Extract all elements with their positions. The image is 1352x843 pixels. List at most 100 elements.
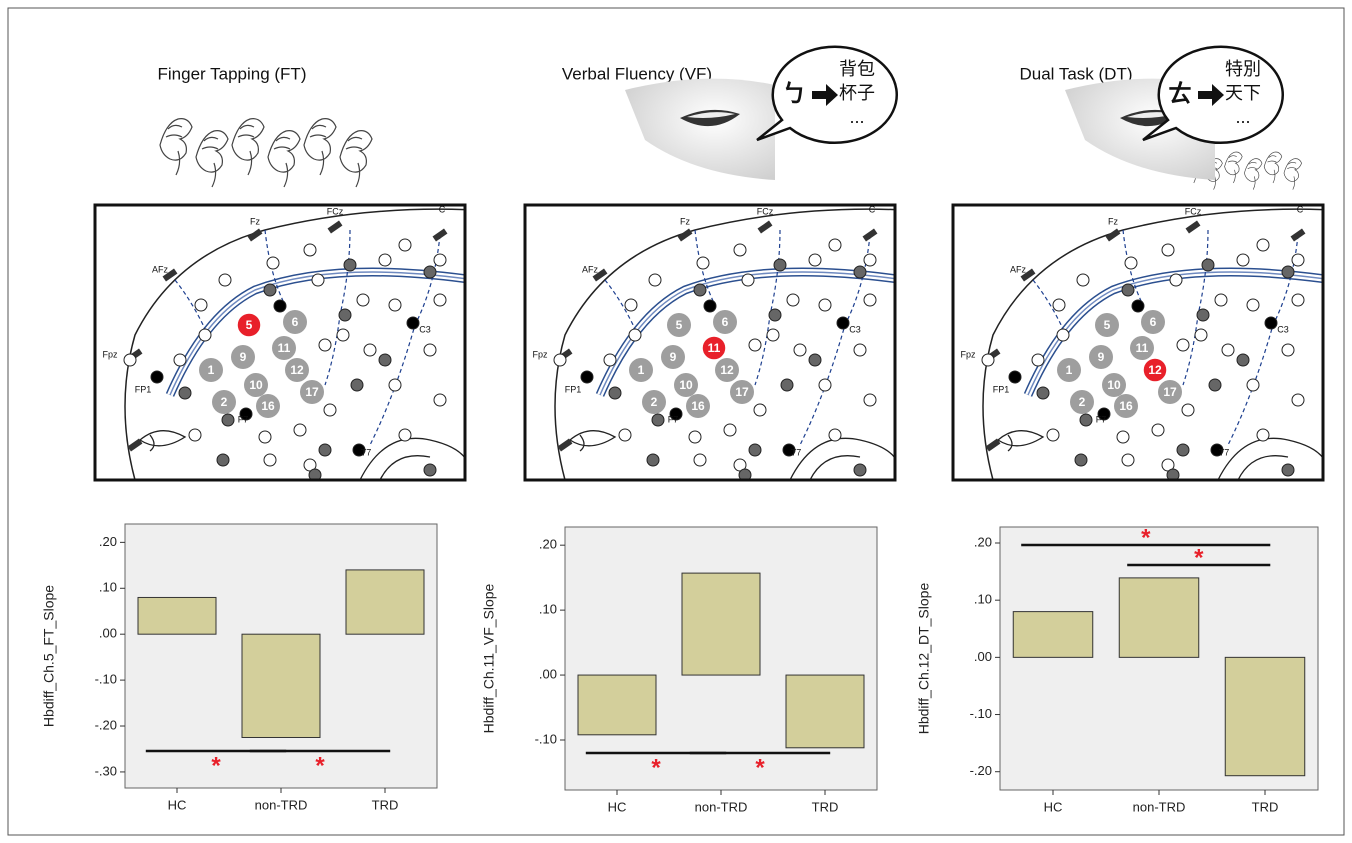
optode: [1122, 454, 1134, 466]
x-tick-label: HC: [168, 797, 187, 812]
optode: [1152, 424, 1164, 436]
y-tick-label: .10: [539, 602, 557, 617]
significance-star: *: [1194, 544, 1204, 571]
channel-label: 11: [708, 341, 721, 355]
channel-label: 9: [240, 350, 247, 364]
optode: [1077, 274, 1089, 286]
optode: [781, 379, 793, 391]
optode: [1282, 344, 1294, 356]
optode: [1053, 299, 1065, 311]
optode: [749, 444, 761, 456]
channel-label: 10: [249, 378, 263, 392]
optode: [829, 429, 841, 441]
finger: [238, 125, 254, 175]
optode: [619, 429, 631, 441]
optode: [434, 294, 446, 306]
optode: [389, 379, 401, 391]
optode: [264, 454, 276, 466]
x-tick-label: TRD: [372, 797, 399, 812]
optode: [794, 344, 806, 356]
electrode-label: AFz: [1010, 264, 1027, 274]
optode: [1125, 257, 1137, 269]
optode: [694, 284, 706, 296]
y-tick-label: .20: [539, 537, 557, 552]
optode: [344, 259, 356, 271]
channel-label: 6: [1150, 315, 1157, 329]
x-tick-label: non-TRD: [255, 797, 308, 812]
bar-chart: .20.10.00-.10-.20Hbdiff_Ch.12_DT_SlopeHC…: [916, 524, 1318, 814]
electrode-label: FP1: [565, 384, 582, 394]
optode: [829, 239, 841, 251]
channel-label: 11: [1136, 341, 1149, 355]
speech-word: 杯子: [839, 83, 875, 103]
optode: [259, 431, 271, 443]
bar: [578, 675, 656, 735]
optode: [424, 266, 436, 278]
finger: [346, 137, 362, 187]
optode: [1247, 379, 1259, 391]
panel-title: Dual Task (DT): [1019, 64, 1132, 83]
optode: [407, 317, 419, 329]
y-tick-label: .00: [99, 626, 117, 641]
electrode-label: AFz: [152, 264, 169, 274]
optode: [1215, 294, 1227, 306]
electrode-label: T7: [1219, 447, 1230, 457]
significance-star: *: [315, 752, 325, 779]
brain-map-content: 569111121017216FzFCzCAFzFpzFP1F7C3T7: [525, 204, 905, 481]
bar: [138, 597, 216, 634]
bar: [682, 573, 760, 675]
y-tick-label: -.10: [95, 672, 117, 687]
y-axis-label: Hbdiff_Ch.11_VF_Slope: [481, 583, 497, 733]
channel-label: 6: [722, 315, 729, 329]
electrode-label: C3: [419, 324, 431, 334]
optode: [769, 309, 781, 321]
optode: [337, 329, 349, 341]
optode: [854, 266, 866, 278]
y-tick-label: .20: [99, 534, 117, 549]
optode: [649, 274, 661, 286]
electrode-label: FCz: [1185, 206, 1202, 216]
optode: [124, 354, 136, 366]
optode: [1257, 429, 1269, 441]
optode: [424, 344, 436, 356]
optode: [982, 354, 994, 366]
optode: [312, 274, 324, 286]
optode: [319, 444, 331, 456]
channel-label: 6: [292, 315, 299, 329]
optode: [774, 259, 786, 271]
electrode-label: Fpz: [102, 349, 118, 359]
y-tick-label: -.20: [95, 717, 117, 732]
optode: [1182, 404, 1194, 416]
optode: [1117, 431, 1129, 443]
optode: [854, 464, 866, 476]
figure: Finger Tapping (FT)Verbal Fluency (VF)ㄅ背…: [0, 0, 1352, 843]
optode: [1197, 309, 1209, 321]
channel-label: 17: [1163, 385, 1177, 399]
channel-label: 5: [246, 318, 253, 332]
channel-label: 16: [261, 399, 275, 413]
significance-star: *: [755, 754, 765, 781]
finger: [166, 125, 182, 175]
channel-label: 11: [278, 341, 291, 355]
optode: [1237, 354, 1249, 366]
bar: [786, 675, 864, 748]
y-tick-label: .00: [974, 649, 992, 664]
speech-word: ...: [1235, 107, 1250, 127]
y-tick-label: .10: [99, 580, 117, 595]
optode: [819, 379, 831, 391]
optode: [1075, 454, 1087, 466]
electrode-label: AFz: [582, 264, 599, 274]
finger: [202, 137, 218, 187]
finger: [1248, 162, 1257, 189]
speech-cue: ㄊ: [1168, 80, 1192, 107]
electrode-label: FCz: [327, 206, 344, 216]
channel-label: 9: [670, 350, 677, 364]
optode: [1032, 354, 1044, 366]
brain-map: 569111121017216FzFCzCAFzFpzFP1F7C3T7: [525, 204, 905, 481]
optode: [424, 464, 436, 476]
finger: [310, 125, 326, 175]
optode: [1057, 329, 1069, 341]
optode: [1282, 464, 1294, 476]
optode: [357, 294, 369, 306]
